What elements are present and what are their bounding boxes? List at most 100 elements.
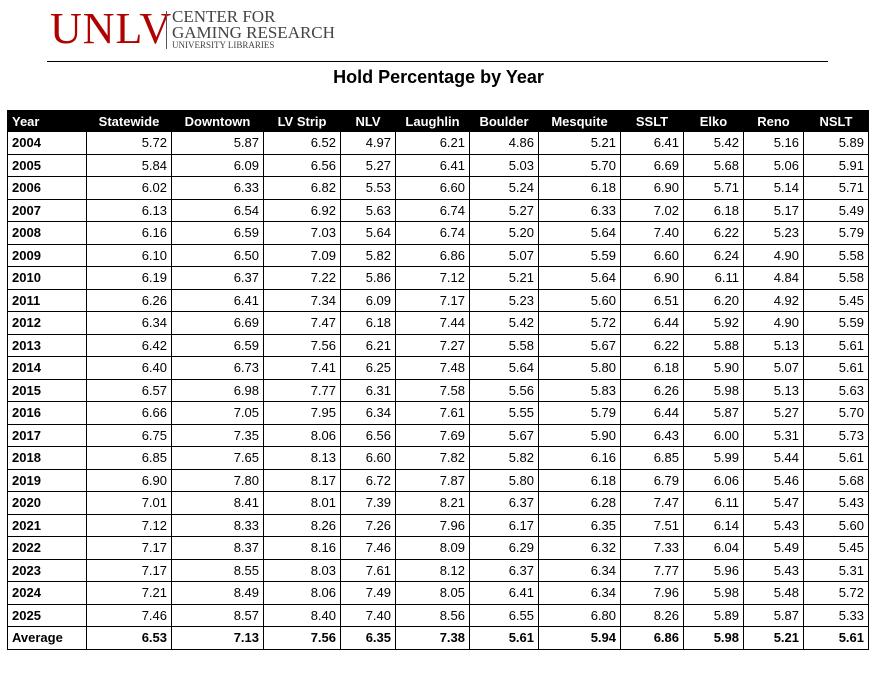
average-cell: 6.35	[340, 626, 396, 650]
table-cell: 7.17	[395, 288, 470, 312]
table-cell: 7.46	[86, 603, 172, 627]
table-cell: 7.48	[395, 356, 470, 380]
table-cell: 6.41	[171, 288, 264, 312]
table-cell: 6.09	[340, 288, 396, 312]
table-cell: 6.17	[469, 513, 539, 537]
table-cell: 2008	[7, 221, 87, 245]
table-cell: 6.04	[683, 536, 744, 560]
table-row: 2011 6.26 6.41 7.34 6.09 7.17 5.23 5.60 6.51 6.20…	[7, 288, 869, 312]
table-cell: 6.34	[538, 581, 621, 605]
table-cell: 5.47	[743, 491, 804, 515]
table-cell: 2007	[7, 198, 87, 222]
table-cell: 6.16	[538, 446, 621, 470]
table-cell: 6.82	[263, 176, 341, 200]
table-cell: 2004	[7, 131, 87, 155]
table-cell: 7.22	[263, 266, 341, 290]
table-cell: 5.23	[743, 221, 804, 245]
table-cell: 5.58	[803, 266, 869, 290]
average-cell: 7.13	[171, 626, 264, 650]
table-cell: 6.00	[683, 423, 744, 447]
org-line: CENTER FOR	[172, 7, 276, 26]
table-cell: 5.87	[743, 603, 804, 627]
table-cell: 7.47	[263, 311, 341, 335]
table-cell: 8.16	[263, 536, 341, 560]
table-cell: 5.58	[803, 243, 869, 267]
table-cell: 7.96	[620, 581, 684, 605]
table-cell: 6.41	[395, 153, 470, 177]
table-cell: 5.68	[803, 468, 869, 492]
average-cell: 5.21	[743, 626, 804, 650]
table-cell: 7.80	[171, 468, 264, 492]
table-cell: 5.84	[86, 153, 172, 177]
table-cell: 5.21	[538, 131, 621, 155]
table-cell: 5.44	[743, 446, 804, 470]
table-row: 2009 6.10 6.50 7.09 5.82 6.86 5.07 5.59 6.60 6.24…	[7, 243, 869, 267]
table-cell: 4.86	[469, 131, 539, 155]
table-cell: 6.31	[340, 378, 396, 402]
table-cell: 6.80	[538, 603, 621, 627]
table-cell: 7.51	[620, 513, 684, 537]
table-cell: 6.44	[620, 311, 684, 335]
table-cell: 4.84	[743, 266, 804, 290]
table-cell: 5.56	[469, 378, 539, 402]
average-row: Average 6.53 7.13 7.56 6.35 7.38 5.61 5.94 6.86 5…	[7, 626, 869, 650]
column-header: SSLT	[620, 110, 684, 132]
table-cell: 5.86	[340, 266, 396, 290]
table-cell: 7.05	[171, 401, 264, 425]
table-cell: 6.90	[86, 468, 172, 492]
table-cell: 6.69	[620, 153, 684, 177]
table-cell: 5.03	[469, 153, 539, 177]
table-cell: 5.87	[683, 401, 744, 425]
table-cell: 6.33	[538, 198, 621, 222]
table-row: 2018 6.85 7.65 8.13 6.60 7.82 5.82 6.16 6.85 5.99…	[7, 446, 869, 470]
table-cell: 7.26	[340, 513, 396, 537]
column-header: Reno	[743, 110, 804, 132]
table-cell: 5.27	[340, 153, 396, 177]
table-cell: 6.37	[469, 558, 539, 582]
table-cell: 7.61	[340, 558, 396, 582]
table-cell: 5.06	[743, 153, 804, 177]
table-cell: 6.59	[171, 221, 264, 245]
table-cell: 5.71	[683, 176, 744, 200]
table-cell: 8.06	[263, 423, 341, 447]
table-cell: 6.06	[683, 468, 744, 492]
table-cell: 6.22	[620, 333, 684, 357]
table-cell: 6.60	[620, 243, 684, 267]
table-cell: 2014	[7, 356, 87, 380]
table-row: 2013 6.42 6.59 7.56 6.21 7.27 5.58 5.67 6.22 5.88…	[7, 333, 869, 357]
table-cell: 5.59	[803, 311, 869, 335]
table-cell: 7.03	[263, 221, 341, 245]
table-cell: 5.27	[743, 401, 804, 425]
table-cell: 5.88	[683, 333, 744, 357]
table-cell: 2005	[7, 153, 87, 177]
column-header: Year	[7, 110, 87, 132]
table-cell: 6.54	[171, 198, 264, 222]
table-cell: 6.79	[620, 468, 684, 492]
table-cell: 5.82	[469, 446, 539, 470]
table-row: 2019 6.90 7.80 8.17 6.72 7.87 5.80 6.18 6.79 6.06…	[7, 468, 869, 492]
table-row: 2017 6.75 7.35 8.06 6.56 7.69 5.67 5.90 6.43 6.00…	[7, 423, 869, 447]
table-cell: 7.40	[620, 221, 684, 245]
table-cell: 2022	[7, 536, 87, 560]
table-cell: 7.49	[340, 581, 396, 605]
table-cell: 5.20	[469, 221, 539, 245]
table-cell: 8.37	[171, 536, 264, 560]
table-cell: 2013	[7, 333, 87, 357]
table-cell: 7.33	[620, 536, 684, 560]
average-cell: 7.38	[395, 626, 470, 650]
table-cell: 7.40	[340, 603, 396, 627]
table-cell: 5.87	[171, 131, 264, 155]
logo-divider	[166, 11, 167, 49]
table-cell: 7.58	[395, 378, 470, 402]
table-cell: 5.61	[803, 446, 869, 470]
table-cell: 5.61	[803, 356, 869, 380]
table-cell: 7.17	[86, 558, 172, 582]
table-cell: 7.44	[395, 311, 470, 335]
table-cell: 8.09	[395, 536, 470, 560]
table-cell: 6.35	[538, 513, 621, 537]
average-cell: 6.53	[86, 626, 172, 650]
table-cell: 6.28	[538, 491, 621, 515]
table-cell: 8.40	[263, 603, 341, 627]
table-cell: 5.64	[538, 266, 621, 290]
